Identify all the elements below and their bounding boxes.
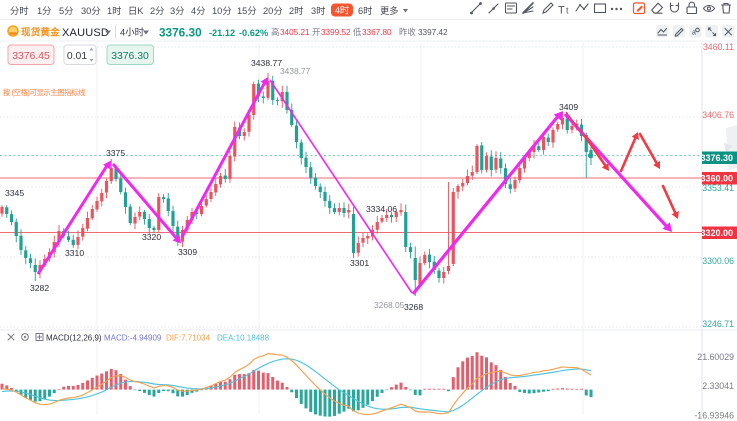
svg-text:1时: 1时 [107, 5, 121, 16]
svg-text:更多: 更多 [380, 5, 399, 16]
svg-text:t: t [566, 6, 569, 16]
svg-text:a: a [692, 30, 696, 37]
svg-text:21.60029: 21.60029 [697, 352, 734, 362]
svg-text:MACD(12,26,9): MACD(12,26,9) [46, 334, 102, 343]
svg-text:3376.45: 3376.45 [12, 51, 50, 62]
svg-text:高: 高 [271, 27, 279, 37]
svg-text:6时: 6时 [358, 5, 372, 16]
svg-text:3246.71: 3246.71 [702, 319, 734, 329]
svg-text:T: T [558, 5, 565, 17]
svg-text:1分: 1分 [37, 6, 51, 16]
svg-text:2时: 2时 [289, 5, 303, 16]
svg-text:按 (空格)可显示主图指标线: 按 (空格)可显示主图指标线 [3, 88, 86, 97]
svg-text:3376.30: 3376.30 [111, 51, 149, 62]
svg-text:0.01: 0.01 [67, 51, 87, 62]
svg-text:3406.76: 3406.76 [702, 110, 734, 120]
svg-text:XAUUSD: XAUUSD [62, 27, 109, 39]
svg-text:低: 低 [353, 27, 362, 37]
svg-text:3405.21: 3405.21 [280, 28, 310, 37]
svg-text:3301: 3301 [350, 258, 369, 268]
svg-text:3282: 3282 [30, 283, 49, 293]
svg-text:4小时: 4小时 [120, 27, 144, 38]
svg-text:20分: 20分 [263, 6, 283, 16]
svg-text:-16.93946: -16.93946 [694, 411, 734, 421]
svg-text:昨收: 昨收 [399, 27, 416, 37]
svg-text:2.33041: 2.33041 [702, 381, 734, 391]
svg-text:10分: 10分 [212, 6, 232, 16]
svg-text:5分: 5分 [59, 6, 73, 16]
svg-text:3397.42: 3397.42 [418, 28, 448, 37]
svg-text:现货黄金: 现货黄金 [21, 27, 60, 39]
svg-text:3320.00: 3320.00 [700, 228, 733, 238]
svg-text:3399.52: 3399.52 [321, 28, 351, 37]
svg-text:4分: 4分 [191, 6, 205, 16]
svg-text:3360.00: 3360.00 [700, 174, 733, 184]
svg-text:3460.11: 3460.11 [703, 42, 734, 52]
svg-text:30分: 30分 [81, 6, 101, 16]
svg-text:3320: 3320 [142, 232, 161, 242]
svg-text:开: 开 [312, 27, 320, 37]
svg-text:3438.77: 3438.77 [251, 58, 282, 68]
svg-text:-0.62%: -0.62% [239, 28, 268, 38]
svg-text:3409: 3409 [559, 102, 578, 112]
svg-text:3时: 3时 [311, 5, 325, 16]
svg-text:3334.06: 3334.06 [366, 204, 397, 214]
svg-text:3310: 3310 [65, 248, 84, 258]
svg-text:2分: 2分 [150, 6, 164, 16]
svg-text:-21.12: -21.12 [209, 28, 235, 38]
svg-text:DIF:7.71034: DIF:7.71034 [166, 334, 211, 343]
svg-text:3345: 3345 [5, 188, 24, 198]
svg-text:3分: 3分 [170, 6, 184, 16]
svg-text:3309: 3309 [178, 247, 197, 257]
svg-text:3376.30: 3376.30 [700, 153, 733, 163]
svg-text:3375: 3375 [106, 148, 125, 158]
svg-text:3353.41: 3353.41 [702, 183, 734, 193]
svg-text:3268.05: 3268.05 [374, 300, 405, 310]
svg-text:分时: 分时 [10, 5, 29, 16]
svg-text:DEA:10.18488: DEA:10.18488 [217, 334, 270, 343]
svg-text:日K: 日K [128, 6, 144, 16]
svg-text:4时: 4时 [335, 5, 350, 16]
svg-text:3438.77: 3438.77 [280, 66, 311, 76]
svg-text:3300.06: 3300.06 [702, 256, 734, 266]
svg-text:3367.80: 3367.80 [362, 28, 392, 37]
svg-text:3268: 3268 [404, 302, 423, 312]
svg-text:3376.30: 3376.30 [159, 26, 202, 40]
svg-text:15分: 15分 [237, 6, 257, 16]
svg-text:MACD:-4.94909: MACD:-4.94909 [104, 334, 162, 343]
